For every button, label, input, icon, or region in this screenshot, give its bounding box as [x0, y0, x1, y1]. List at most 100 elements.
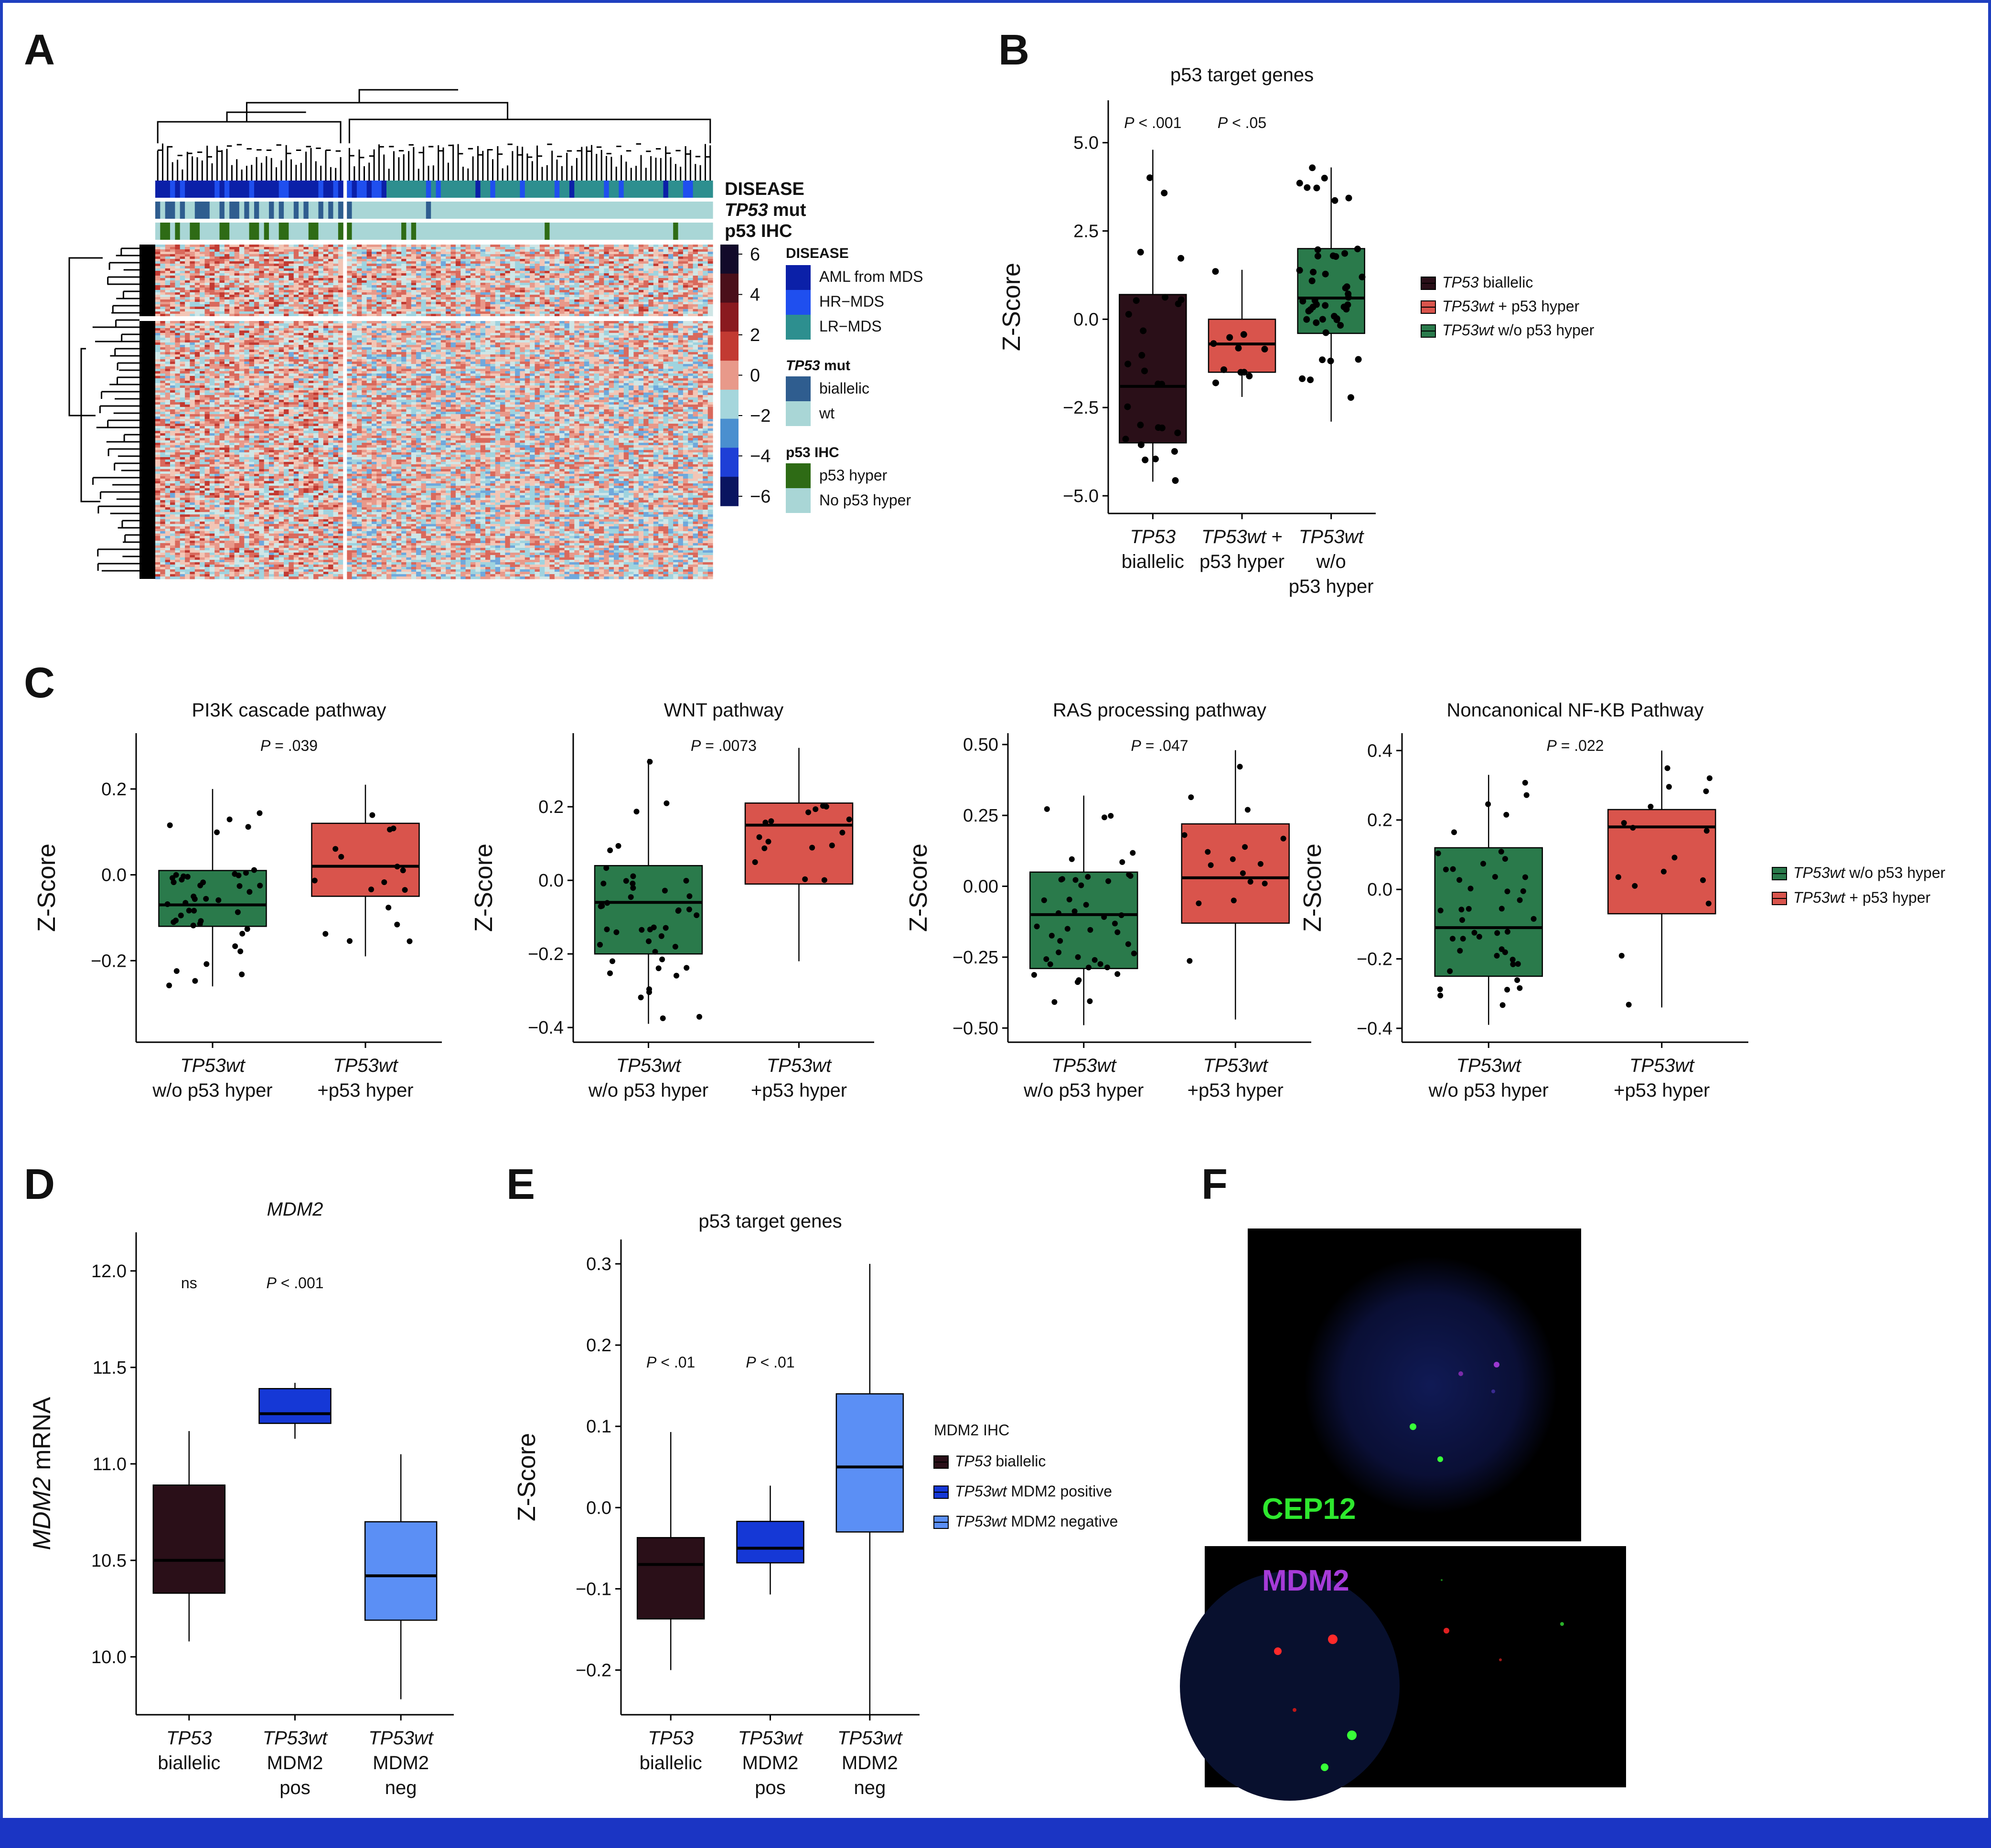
heatmap-cell [460, 264, 466, 267]
heatmap-cell [505, 302, 511, 305]
heatmap-cell [455, 245, 461, 247]
annotation-cell-p53ihc [160, 223, 166, 240]
heatmap-cell [648, 297, 654, 300]
heatmap-cell [416, 309, 421, 312]
heatmap-cell [539, 256, 545, 259]
heatmap-cell [249, 285, 255, 288]
heatmap-cell [629, 314, 634, 317]
heatmap-cell [470, 333, 476, 336]
heatmap-cell [530, 264, 535, 267]
heatmap-cell [401, 307, 407, 310]
heatmap-cell [470, 328, 476, 331]
heatmap-cell [406, 297, 412, 300]
heatmap-cell [406, 290, 412, 293]
heatmap-cell [460, 288, 466, 290]
heatmap-cell [579, 254, 585, 257]
heatmap-cell [614, 276, 619, 278]
heatmap-cell [366, 331, 372, 333]
heatmap-cell [204, 283, 210, 286]
annotation-cell-tp53mut [356, 202, 362, 219]
annotation-cell-disease [564, 181, 570, 198]
heatmap-cell [204, 247, 210, 250]
heatmap-cell [303, 249, 309, 252]
heatmap-cell [214, 288, 220, 290]
heatmap-cell [450, 292, 456, 295]
heatmap-cell [318, 340, 324, 343]
heatmap-cell [249, 254, 255, 257]
annotation-cell-disease [510, 181, 515, 198]
annotation-cell-disease [693, 181, 698, 198]
heatmap-cell [440, 245, 446, 247]
heatmap-cell [495, 285, 501, 288]
heatmap-cell [239, 331, 245, 333]
heatmap-cell [663, 307, 669, 310]
heatmap-cell [475, 261, 481, 264]
heatmap-cell [313, 299, 319, 302]
heatmap-cell [209, 247, 215, 250]
heatmap-cell [545, 295, 550, 298]
heatmap-cell [539, 299, 545, 302]
heatmap-cell [224, 299, 230, 302]
heatmap-cell [313, 254, 319, 257]
heatmap-cell [229, 254, 235, 257]
heatmap-cell [204, 307, 210, 310]
heatmap-cell [165, 314, 171, 317]
heatmap-cell [274, 311, 279, 314]
heatmap-cell [633, 299, 639, 302]
heatmap-cell [629, 304, 634, 307]
heatmap-cell [396, 335, 402, 338]
heatmap-cell [485, 261, 491, 264]
heatmap-cell [539, 259, 545, 262]
heatmap-cell [653, 285, 659, 288]
heatmap-cell [209, 259, 215, 262]
heatmap-cell [490, 278, 496, 281]
heatmap-cell [643, 256, 649, 259]
heatmap-cell [352, 311, 357, 314]
heatmap-cell [416, 259, 421, 262]
heatmap-cell [515, 321, 520, 324]
annotation-cell-tp53mut [698, 202, 703, 219]
heatmap-cell [229, 271, 235, 274]
heatmap-cell [274, 266, 279, 269]
heatmap-cell [426, 261, 431, 264]
heatmap-cell [619, 280, 624, 283]
heatmap-cell [549, 252, 555, 255]
heatmap-cell [658, 304, 664, 307]
heatmap-cell [663, 280, 669, 283]
heatmap-cell [693, 333, 698, 336]
heatmap-cell [269, 326, 274, 329]
heatmap-cell [614, 273, 619, 276]
heatmap-cell [638, 299, 644, 302]
heatmap-cell [703, 335, 708, 338]
heatmap-cell [366, 259, 372, 262]
heatmap-cell [431, 256, 437, 259]
heatmap-cell [688, 264, 694, 267]
heatmap-cell [465, 254, 471, 257]
heatmap-cell [520, 256, 525, 259]
heatmap-cell [485, 245, 491, 247]
heatmap-cell [323, 264, 329, 267]
heatmap-cell [299, 338, 304, 341]
heatmap-cell [539, 247, 545, 250]
annotation-cell-p53ihc [535, 223, 540, 240]
heatmap-cell [416, 304, 421, 307]
heatmap-cell [569, 328, 575, 331]
heatmap-cell [564, 335, 570, 338]
heatmap-cell [619, 256, 624, 259]
heatmap-cell [426, 264, 431, 267]
heatmap-cell [446, 331, 451, 333]
heatmap-cell [545, 283, 550, 286]
heatmap-cell [698, 276, 703, 278]
heatmap-cell [160, 311, 166, 314]
heatmap-cell [663, 252, 669, 255]
heatmap-cell [338, 323, 343, 326]
heatmap-cell [480, 271, 486, 274]
heatmap-cell [698, 311, 703, 314]
heatmap-cell [269, 268, 274, 271]
heatmap-cell [194, 323, 200, 326]
heatmap-cell [274, 245, 279, 247]
annotation-cell-p53ihc [249, 223, 255, 240]
heatmap-cell [579, 290, 585, 293]
heatmap-cell [160, 249, 166, 252]
heatmap-cell [284, 252, 289, 255]
